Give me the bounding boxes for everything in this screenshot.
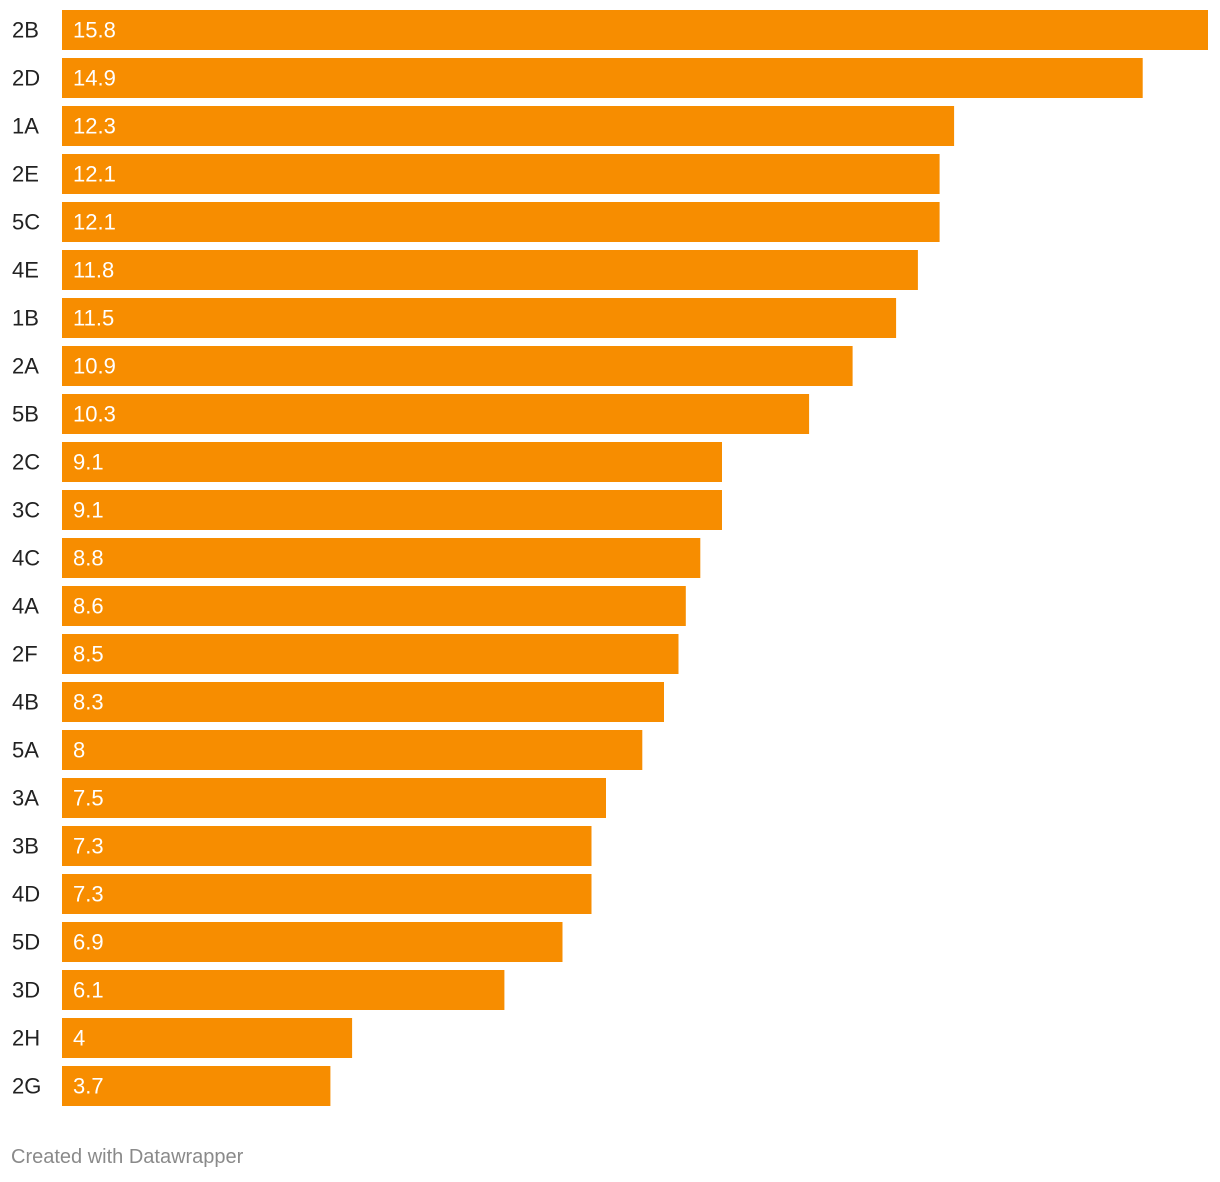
value-label-5c: 12.1 xyxy=(73,210,116,235)
bar-row-1b: 1B 11.5 xyxy=(12,298,897,338)
value-label-4b: 8.3 xyxy=(73,690,104,715)
bar-3a xyxy=(62,778,606,818)
bar-2g xyxy=(62,1066,331,1106)
category-label-5b: 5B xyxy=(12,402,39,427)
value-label-2a: 10.9 xyxy=(73,354,116,379)
value-label-2c: 9.1 xyxy=(73,450,104,475)
category-label-2a: 2A xyxy=(12,354,39,379)
bar-3d xyxy=(62,970,505,1010)
bar-3c xyxy=(62,490,722,530)
bar-5c xyxy=(62,202,940,242)
category-label-2b: 2B xyxy=(12,18,39,43)
value-label-5a: 8 xyxy=(73,738,85,763)
datawrapper-credit: Created with Datawrapper xyxy=(11,1146,244,1168)
bar-row-2b: 2B 15.8 xyxy=(12,10,1208,50)
bar-row-3a: 3A 7.5 xyxy=(12,778,606,818)
category-label-5d: 5D xyxy=(12,930,40,955)
category-label-2g: 2G xyxy=(12,1074,41,1099)
bar-2f xyxy=(62,634,679,674)
value-label-3b: 7.3 xyxy=(73,834,104,859)
category-label-4d: 4D xyxy=(12,882,40,907)
bar-5b xyxy=(62,394,810,434)
bar-row-2g: 2G 3.7 xyxy=(12,1066,331,1106)
category-label-3b: 3B xyxy=(12,834,39,859)
category-label-5a: 5A xyxy=(12,738,39,763)
bar-row-2a: 2A 10.9 xyxy=(12,346,853,386)
category-label-2h: 2H xyxy=(12,1026,40,1051)
category-label-4b: 4B xyxy=(12,690,39,715)
bar-2b xyxy=(62,10,1208,50)
value-label-1a: 12.3 xyxy=(73,114,116,139)
bar-4d xyxy=(62,874,592,914)
value-label-4d: 7.3 xyxy=(73,882,104,907)
category-label-1b: 1B xyxy=(12,306,39,331)
bar-5a xyxy=(62,730,643,770)
bar-row-4a: 4A 8.6 xyxy=(12,586,686,626)
category-label-2f: 2F xyxy=(12,642,38,667)
category-label-2e: 2E xyxy=(12,162,39,187)
category-label-5c: 5C xyxy=(12,210,40,235)
bar-row-4e: 4E 11.8 xyxy=(12,250,918,290)
category-label-4a: 4A xyxy=(12,594,39,619)
bar-2h xyxy=(62,1018,353,1058)
value-label-3d: 6.1 xyxy=(73,978,104,1003)
value-label-4a: 8.6 xyxy=(73,594,104,619)
bar-4c xyxy=(62,538,701,578)
category-label-3a: 3A xyxy=(12,786,39,811)
bar-1b xyxy=(62,298,897,338)
bar-row-4c: 4C 8.8 xyxy=(12,538,701,578)
bar-row-3c: 3C 9.1 xyxy=(12,490,722,530)
bar-row-2e: 2E 12.1 xyxy=(12,154,940,194)
bar-row-2h: 2H 4 xyxy=(12,1018,353,1058)
value-label-3c: 9.1 xyxy=(73,498,104,523)
value-label-2g: 3.7 xyxy=(73,1074,104,1099)
bar-row-1a: 1A 12.3 xyxy=(12,106,955,146)
bar-2c xyxy=(62,442,722,482)
bar-row-5c: 5C 12.1 xyxy=(12,202,940,242)
category-label-4e: 4E xyxy=(12,258,39,283)
value-label-3a: 7.5 xyxy=(73,786,104,811)
bar-4a xyxy=(62,586,686,626)
bar-row-4b: 4B 8.3 xyxy=(12,682,664,722)
category-label-2d: 2D xyxy=(12,66,40,91)
bar-row-2c: 2C 9.1 xyxy=(12,442,722,482)
bar-3b xyxy=(62,826,592,866)
category-label-3c: 3C xyxy=(12,498,40,523)
category-label-4c: 4C xyxy=(12,546,40,571)
value-label-5b: 10.3 xyxy=(73,402,116,427)
bar-row-5b: 5B 10.3 xyxy=(12,394,810,434)
bar-row-5d: 5D 6.9 xyxy=(12,922,563,962)
bar-4e xyxy=(62,250,918,290)
category-label-3d: 3D xyxy=(12,978,40,1003)
bar-2d xyxy=(62,58,1143,98)
value-label-4c: 8.8 xyxy=(73,546,104,571)
value-label-2f: 8.5 xyxy=(73,642,104,667)
bar-2e xyxy=(62,154,940,194)
value-label-5d: 6.9 xyxy=(73,930,104,955)
bar-row-3b: 3B 7.3 xyxy=(12,826,592,866)
category-label-1a: 1A xyxy=(12,114,39,139)
bar-4b xyxy=(62,682,664,722)
value-label-2b: 15.8 xyxy=(73,18,116,43)
value-label-2e: 12.1 xyxy=(73,162,116,187)
bar-chart: 2B 15.8 2D 14.9 1A 12.3 2E 12.1 5C 12.1 4E 11.8 1B 11… xyxy=(12,10,1208,1106)
category-label-2c: 2C xyxy=(12,450,40,475)
value-label-2h: 4 xyxy=(73,1026,85,1051)
value-label-4e: 11.8 xyxy=(73,258,114,283)
bar-1a xyxy=(62,106,955,146)
bar-2a xyxy=(62,346,853,386)
bar-5d xyxy=(62,922,563,962)
value-label-1b: 11.5 xyxy=(73,306,114,331)
bar-row-2d: 2D 14.9 xyxy=(12,58,1143,98)
bar-row-2f: 2F 8.5 xyxy=(12,634,679,674)
value-label-2d: 14.9 xyxy=(73,66,116,91)
bar-row-4d: 4D 7.3 xyxy=(12,874,592,914)
bar-row-5a: 5A 8 xyxy=(12,730,643,770)
bar-row-3d: 3D 6.1 xyxy=(12,970,505,1010)
